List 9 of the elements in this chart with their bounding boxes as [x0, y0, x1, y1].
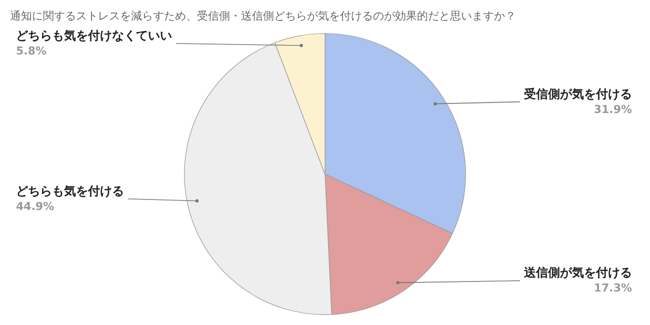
chart-title: 通知に関するストレスを減らすため、受信側・送信側どちらが気を付けるのが効果的だと思いますか？ [10, 9, 516, 22]
data-label: 44.9% [16, 200, 54, 213]
slice-label: どちらも気を付ける [16, 184, 124, 198]
data-label: 31.9% [594, 102, 632, 116]
data-label: 17.3% [594, 282, 632, 295]
data-label: 5.8% [16, 44, 47, 58]
slice-label: どちらも気を付けなくていい [16, 28, 172, 43]
slice-label: 送信側が気を付ける [523, 266, 632, 280]
slice-label: 受信側が気を付ける [523, 86, 632, 101]
